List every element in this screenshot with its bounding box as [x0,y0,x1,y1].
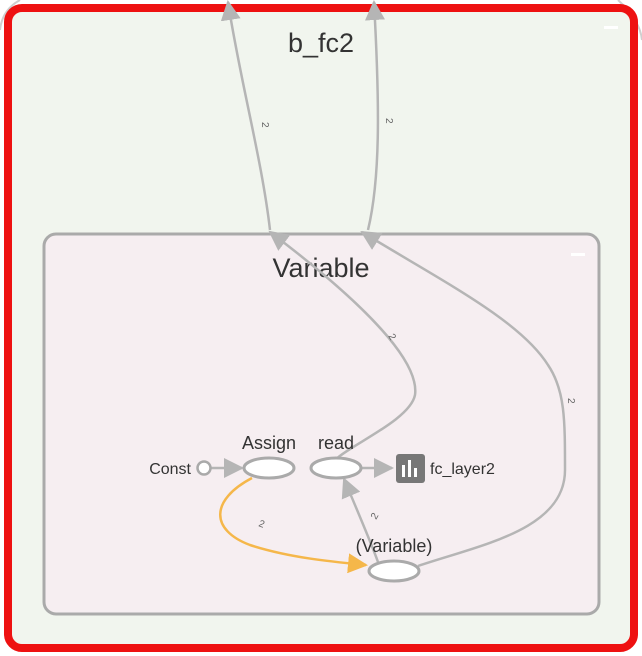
inner-group-box[interactable] [42,232,601,616]
edge-label-out-right: 2 [383,118,394,124]
edge-label-out-left: 2 [259,122,270,128]
edge-label-assign-to-variable: 2 [257,518,266,530]
edge-out-left [220,0,272,231]
edge-read-up [268,230,417,461]
node-assign[interactable] [242,456,296,480]
edge-label-read-up: 2 [385,332,398,343]
node-summary-label: fc_layer2 [430,461,495,478]
edge-label-variable-to-read: 2 [369,511,382,522]
edge-variable-up [360,230,567,568]
node-read-label: read [318,433,354,453]
node-variable[interactable] [367,559,421,583]
outer-group-collapse-button[interactable] [604,26,618,29]
node-assign-label: Assign [242,433,296,453]
bar-chart-icon-bar-3 [414,468,417,477]
edge-assign-to-variable [219,476,368,574]
node-const-label: Const [149,461,191,478]
edge-variable-to-read [341,477,380,563]
node-read[interactable] [309,456,363,480]
outer-group-title: b_fc2 [288,28,354,58]
node-summary[interactable] [396,454,425,483]
bar-chart-icon-bar-1 [402,465,405,477]
edge-out-right [365,0,385,231]
inner-group-collapse-button[interactable] [571,253,585,256]
node-variable-label: (Variable) [356,536,433,556]
bar-chart-icon-bar-2 [408,460,411,477]
inner-group-title: Variable [272,253,369,283]
node-const[interactable] [196,460,212,476]
background-edge-left [0,0,21,31]
edge-label-variable-up: 2 [565,398,576,404]
